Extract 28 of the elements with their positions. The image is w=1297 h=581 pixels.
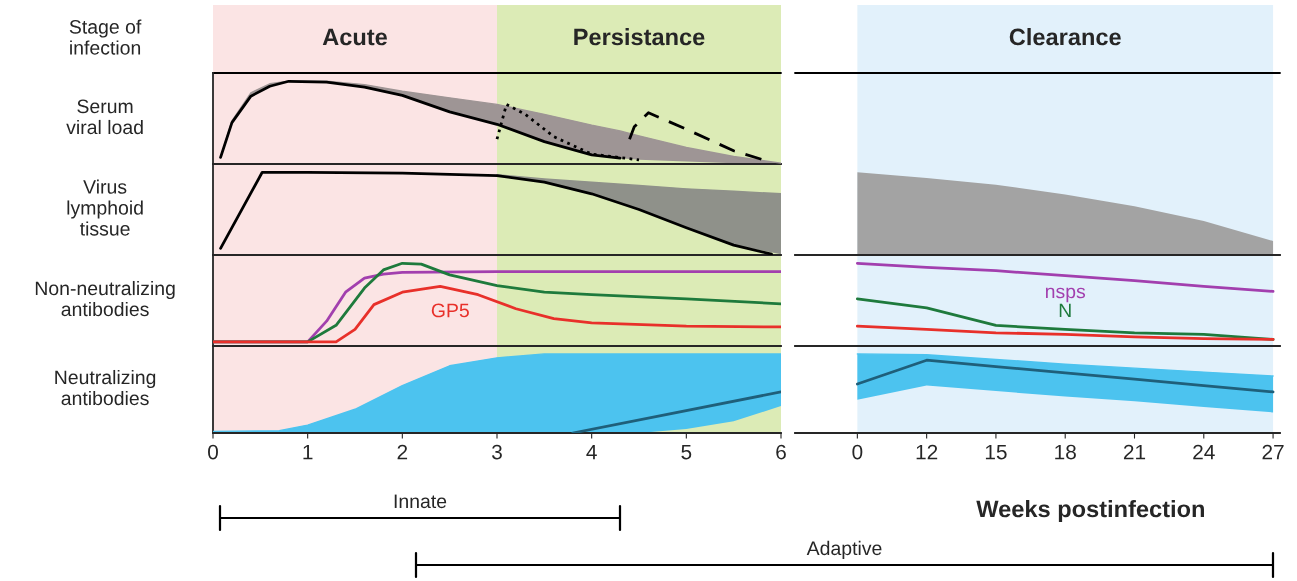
- y-axis-title: Serum viral load: [66, 99, 143, 135]
- x-tick-label: 1: [303, 444, 313, 460]
- x-tick-label: 0: [852, 444, 863, 460]
- x-tick-label: 24: [1193, 444, 1215, 460]
- x-tick-label: 12: [916, 444, 938, 460]
- x-tick-label: 2: [397, 444, 408, 460]
- band-label: Acute: [322, 28, 387, 46]
- y-axis-title: Non-neutralizing antibodies: [35, 280, 175, 317]
- band-label: Persistance: [574, 28, 705, 46]
- band-label: Clearance: [1009, 28, 1121, 46]
- x-tick-label: 5: [681, 444, 692, 460]
- x-axis-title: Weeks postinfection: [976, 499, 1204, 522]
- series-label: N: [1059, 303, 1071, 318]
- x-tick-label: 6: [776, 444, 786, 460]
- x-tick-label: 0: [208, 444, 218, 460]
- y-axis-title: Neutralizing antibodies: [55, 369, 156, 406]
- x-tick-label: 3: [492, 444, 502, 460]
- x-tick-label: 27: [1262, 444, 1284, 460]
- series-label: GP5: [431, 303, 469, 318]
- x-tick-label: 18: [1055, 444, 1076, 460]
- x-tick-label: 15: [985, 444, 1007, 460]
- x-tick-label: 4: [586, 444, 597, 460]
- text: Adaptive: [806, 540, 882, 559]
- y-axis-title: Virus lymphoid tissue: [67, 179, 143, 236]
- text: Stage of infection: [69, 19, 142, 55]
- text: Innate: [394, 494, 447, 509]
- x-tick-label: 21: [1123, 444, 1146, 460]
- series-label: nsps: [1045, 287, 1086, 303]
